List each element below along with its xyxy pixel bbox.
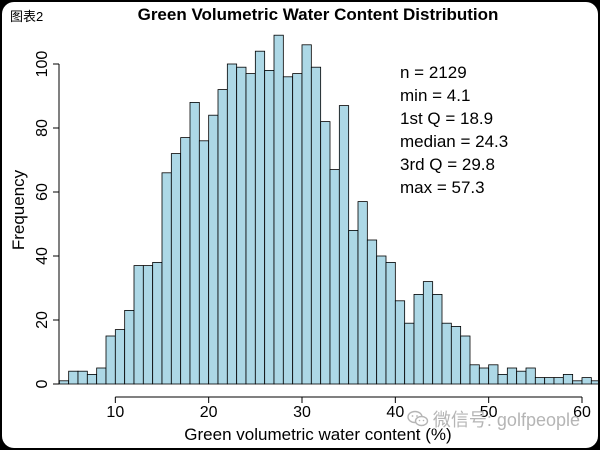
histogram-bar bbox=[385, 261, 396, 385]
x-tick-label: 10 bbox=[106, 404, 124, 421]
histogram-bar bbox=[198, 140, 210, 385]
wechat-icon bbox=[407, 410, 429, 427]
histogram-bar bbox=[376, 255, 387, 385]
histogram-bar bbox=[86, 373, 98, 385]
histogram-bar bbox=[329, 169, 340, 385]
summary-stat-line: n = 2129 bbox=[400, 63, 467, 82]
histogram-bar bbox=[264, 70, 275, 385]
histogram-bar bbox=[590, 380, 598, 385]
watermark: 微信号: golfpeople bbox=[407, 406, 580, 432]
histogram-bar bbox=[180, 137, 191, 385]
y-tick-label: 60 bbox=[34, 183, 51, 201]
histogram-bar bbox=[208, 114, 219, 385]
histogram-bar bbox=[441, 322, 452, 385]
summary-stats: n = 2129 min = 4.1 1st Q = 18.9 median = 24… bbox=[400, 63, 508, 197]
histogram-bar bbox=[516, 370, 527, 385]
histogram-bar bbox=[189, 102, 200, 385]
histogram-bar bbox=[450, 325, 462, 385]
summary-stat-line: min = 4.1 bbox=[400, 86, 470, 105]
histogram-bar bbox=[77, 370, 88, 385]
histogram-bar bbox=[273, 34, 284, 385]
summary-stat-line: max = 57.3 bbox=[400, 178, 485, 197]
histogram-bar bbox=[478, 367, 490, 385]
histogram-bar bbox=[282, 76, 294, 385]
histogram-bar bbox=[469, 364, 480, 385]
histogram-bar bbox=[124, 309, 135, 385]
histogram-bar bbox=[105, 335, 116, 385]
histogram-bar bbox=[133, 265, 144, 385]
histogram-bar bbox=[497, 373, 508, 385]
histogram-bar bbox=[534, 377, 546, 385]
histogram-bar bbox=[488, 364, 499, 385]
figure-label: 图表2 bbox=[10, 9, 44, 24]
histogram-bar bbox=[338, 105, 350, 385]
histogram-bar bbox=[301, 44, 312, 385]
x-axis-label: Green volumetric water content (%) bbox=[184, 425, 451, 444]
histogram-bar bbox=[572, 380, 583, 385]
histogram-bar bbox=[413, 293, 424, 385]
histogram-bar bbox=[142, 265, 154, 385]
histogram-bar bbox=[553, 377, 564, 385]
histogram-bar bbox=[226, 63, 238, 385]
x-tick-label: 60 bbox=[573, 404, 591, 421]
y-axis-label: Frequency bbox=[9, 169, 28, 250]
histogram-bar bbox=[581, 377, 592, 385]
histogram-bar bbox=[58, 380, 70, 385]
histogram-bar bbox=[161, 172, 172, 385]
histogram-bar bbox=[460, 335, 471, 385]
x-tick-label: 20 bbox=[200, 404, 218, 421]
histogram-bars bbox=[58, 34, 598, 385]
histogram-bar bbox=[68, 370, 79, 385]
histogram-bar bbox=[366, 239, 378, 385]
histogram-bar bbox=[152, 261, 163, 385]
histogram-bar bbox=[422, 281, 434, 385]
histogram-bar bbox=[320, 121, 331, 385]
histogram-bar bbox=[562, 373, 574, 385]
watermark-text: 微信号: golfpeople bbox=[432, 410, 580, 430]
x-tick-label: 40 bbox=[386, 404, 404, 421]
histogram-bar bbox=[96, 367, 107, 385]
axes: 10 20 30 40 50 60 0 20 40 60 80 100 bbox=[34, 51, 591, 421]
histogram-bar bbox=[525, 367, 536, 385]
histogram-bar bbox=[254, 50, 266, 385]
summary-stat-line: 1st Q = 18.9 bbox=[400, 109, 493, 128]
histogram-bar bbox=[404, 322, 415, 385]
x-tick-label: 50 bbox=[480, 404, 498, 421]
histogram-bar bbox=[394, 300, 406, 385]
histogram-bar bbox=[348, 229, 359, 385]
y-tick-label: 80 bbox=[34, 119, 51, 137]
y-tick-label: 20 bbox=[34, 311, 51, 329]
histogram-bar bbox=[292, 73, 303, 385]
y-tick-label: 100 bbox=[34, 51, 51, 78]
histogram-bar bbox=[432, 293, 443, 385]
y-tick-label: 0 bbox=[34, 379, 51, 388]
histogram-bar bbox=[170, 153, 182, 385]
histogram-bar bbox=[310, 66, 322, 385]
chart-title: Green Volumetric Water Content Distribut… bbox=[138, 5, 499, 24]
histogram-bar bbox=[245, 73, 256, 385]
histogram-bar bbox=[506, 367, 518, 385]
histogram-bar bbox=[544, 377, 555, 385]
histogram-bar bbox=[217, 89, 228, 385]
histogram-bar bbox=[357, 201, 368, 385]
x-tick-label: 30 bbox=[293, 404, 311, 421]
histogram-bar bbox=[114, 329, 126, 385]
histogram-bar bbox=[236, 66, 247, 385]
summary-stat-line: median = 24.3 bbox=[400, 132, 508, 151]
y-tick-label: 40 bbox=[34, 247, 51, 265]
summary-stat-line: 3rd Q = 29.8 bbox=[400, 155, 495, 174]
